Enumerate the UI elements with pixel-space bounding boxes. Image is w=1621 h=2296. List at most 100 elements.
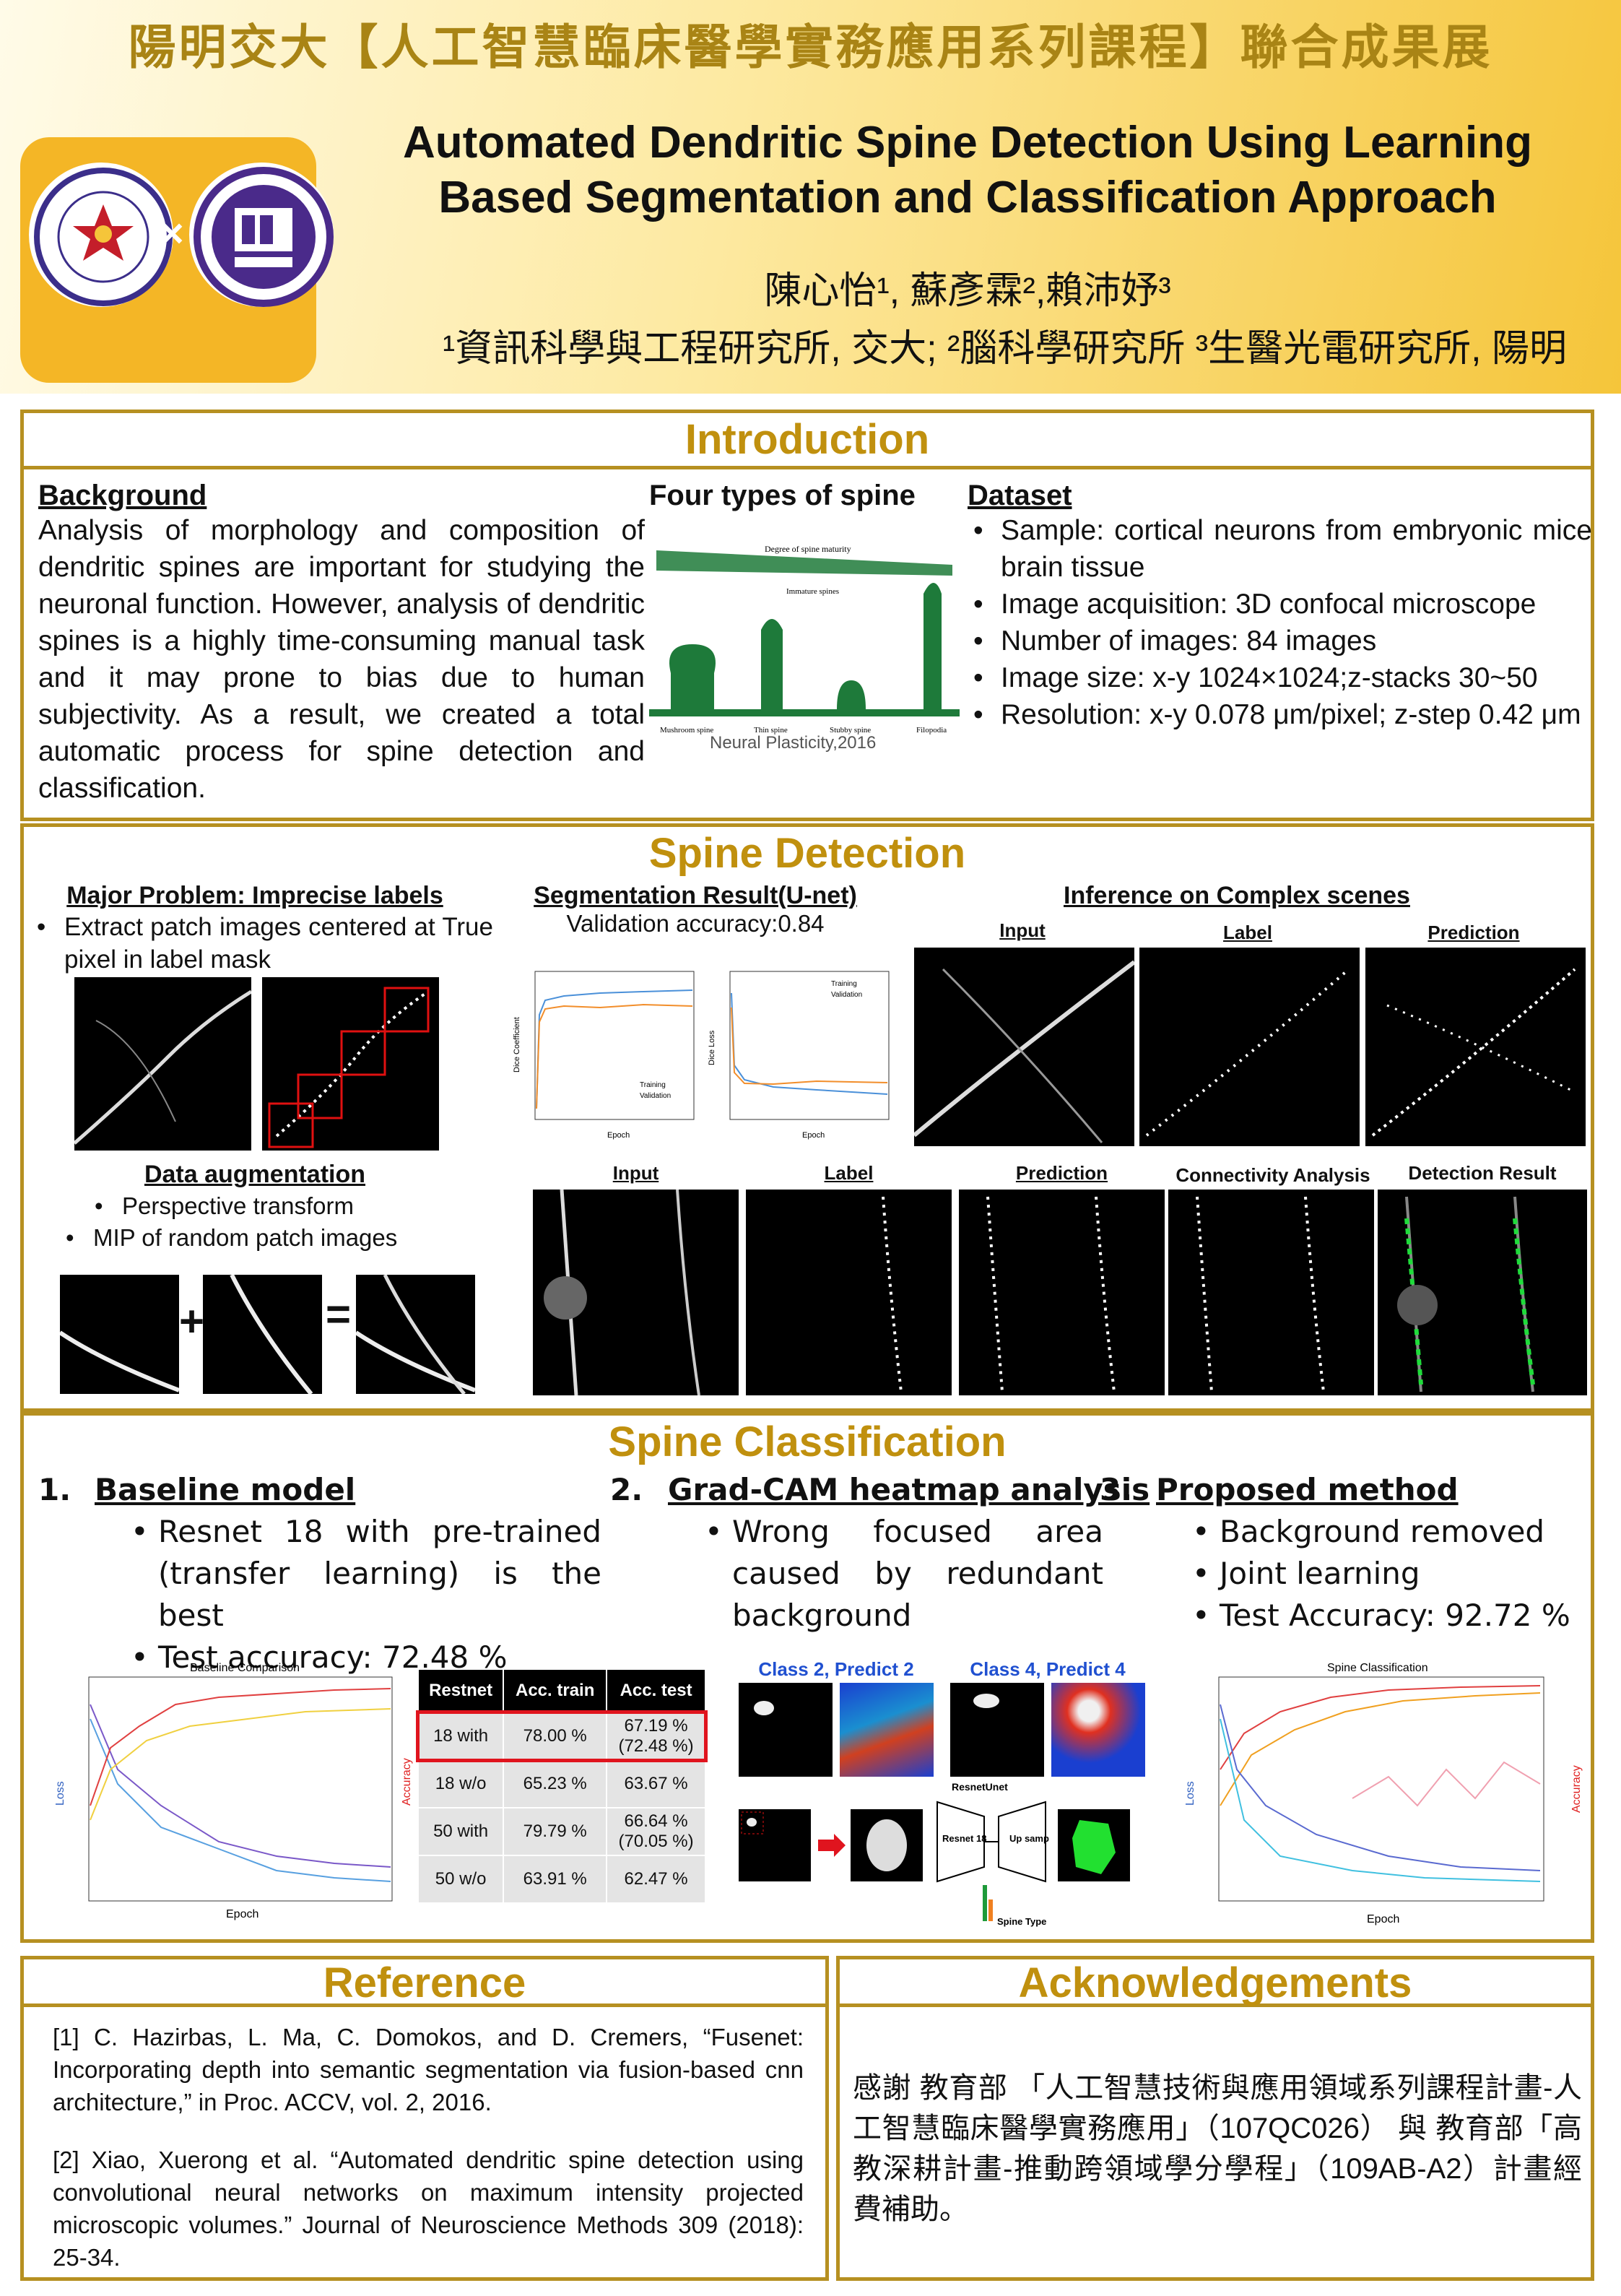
spine-type-label: Mushroom spine <box>660 726 713 735</box>
legend-training: Training <box>831 980 857 988</box>
dataset-item: Resolution: x-y 0.078 μm/pixel; z-step 0… <box>968 696 1592 733</box>
inference-heading: Inference on Complex scenes <box>1064 882 1410 909</box>
reference-2: [2] Xiao, Xuerong et al. “Automated dend… <box>53 2146 804 2271</box>
spine-classification-chart: Spine Classification Loss Accuracy Epoch <box>1172 1661 1591 1932</box>
epoch-label: Epoch <box>1367 1913 1399 1925</box>
pipeline-label-connectivity: Connectivity Analysis <box>1175 1164 1370 1186</box>
dice-loss-chart: Dice Loss Epoch Training Validation <box>708 964 896 1145</box>
pipeline-label-label: Label <box>824 1162 874 1184</box>
inference-prediction-image <box>1365 948 1586 1146</box>
pipeline-detection-image <box>1378 1190 1587 1395</box>
table-header: Restnet <box>417 1668 505 1713</box>
classification-panel: Spine Classification 1. Baseline model R… <box>20 1412 1594 1943</box>
inference-label-input: Input <box>999 919 1046 941</box>
authors: 陳心怡¹, 蘇彥霖²,賴沛妤³ <box>764 270 1171 312</box>
arrow-icon <box>818 1831 847 1863</box>
epoch-label: Epoch <box>226 1908 258 1920</box>
test-acc-alt: (72.48 %) <box>618 1736 694 1756</box>
dice-coef-axis-label: Dice Coefficient <box>513 1017 521 1073</box>
spine-chart-title: Spine Classification <box>1327 1662 1428 1674</box>
table-cell: 78.00 % <box>503 1712 608 1761</box>
major-problem-heading: Major Problem: Imprecise labels <box>66 882 443 909</box>
baseline-comparison-chart: Baseline Comparison Loss Accuracy Epoch <box>45 1661 421 1925</box>
patch-image-label <box>262 977 439 1151</box>
event-title: 陽明交大【人工智慧臨床醫學實務應用系列課程】聯合成果展 <box>128 20 1493 74</box>
table-cell: 50 with <box>417 1807 505 1856</box>
table-cell: 18 with <box>417 1712 505 1761</box>
legend-validation: Validation <box>831 991 862 999</box>
pipeline-connectivity-image <box>1168 1190 1374 1395</box>
table-row: 50 w/o 63.91 % 62.47 % <box>417 1855 706 1904</box>
loss-axis-label: Loss <box>1184 1781 1196 1806</box>
test-acc-alt: (70.05 %) <box>618 1832 694 1851</box>
results-table: Restnet Acc. train Acc. test 18 with 78.… <box>416 1668 708 1904</box>
table-cell: 65.23 % <box>503 1759 608 1808</box>
aug-image-result <box>356 1275 475 1394</box>
fig-immature-label: Immature spines <box>786 587 839 596</box>
accuracy-axis-label: Accuracy <box>1570 1765 1583 1813</box>
spine-type-label: Stubby spine <box>830 726 871 735</box>
gradcam-heading: Grad-CAM heatmap analysis <box>668 1472 1150 1507</box>
inference-label-image <box>1139 948 1360 1146</box>
pipeline-label-prediction: Prediction <box>1015 1162 1108 1184</box>
detection-heading: Spine Detection <box>648 830 966 877</box>
pipeline-input-image <box>533 1190 739 1395</box>
dataset-item: Number of images: 84 images <box>968 623 1592 659</box>
background-heading: Background <box>38 480 207 511</box>
step3-number: 3. <box>1100 1472 1133 1507</box>
dataset-item: Sample: cortical neurons from embryonic … <box>968 512 1592 586</box>
nctu-logo <box>189 163 334 307</box>
pipeline-label-detection: Detection Result <box>1408 1162 1557 1184</box>
classification-heading: Spine Classification <box>608 1418 1007 1465</box>
acknowledgements-heading: Acknowledgements <box>840 1959 1591 2007</box>
spine-type-label: Thin spine <box>754 726 788 735</box>
resnetunet-label: ResnetUnet <box>952 1781 1008 1793</box>
dice-coefficient-chart: Dice Coefficient Epoch Training Validati… <box>513 964 701 1145</box>
segmentation-heading: Segmentation Result(U-net) <box>534 882 857 909</box>
gradcam-item: Wrong focused area caused by redundant b… <box>699 1511 1103 1637</box>
gradcam-label-b: Class 4, Predict 4 <box>970 1658 1126 1680</box>
augmentation-item: Perspective transform <box>89 1190 493 1222</box>
accuracy-axis-label: Accuracy <box>401 1758 413 1806</box>
pipeline-prediction-image <box>959 1190 1165 1395</box>
proposed-item: Background removed <box>1186 1511 1591 1553</box>
table-row: 18 w/o 65.23 % 63.67 % <box>417 1759 706 1808</box>
test-acc: 67.19 % <box>624 1716 688 1736</box>
epoch-label: Epoch <box>802 1131 825 1140</box>
gradcam-input-b <box>950 1683 1044 1777</box>
augmentation-heading: Data augmentation <box>144 1161 366 1188</box>
reference-heading: Reference <box>24 1959 825 2007</box>
table-row: 18 with 78.00 % 67.19 % (72.48 %) <box>416 1710 708 1762</box>
pipeline-label-image <box>746 1190 952 1395</box>
fig-degree-label: Degree of spine maturity <box>765 544 851 554</box>
spine-types-figure: Degree of spine maturity Immature spines… <box>649 536 960 774</box>
epoch-label: Epoch <box>607 1131 630 1140</box>
gradcam-heatmap-b <box>1051 1683 1145 1777</box>
table-cell: 62.47 % <box>606 1855 706 1904</box>
table-header: Acc. train <box>503 1668 608 1713</box>
logo-separator: × <box>160 210 184 256</box>
baseline-heading: Baseline model <box>95 1472 356 1507</box>
table-cell: 18 w/o <box>417 1759 505 1808</box>
paper-title: Automated Dendritic Spine Detection Usin… <box>403 118 1532 222</box>
affiliations: ¹資訊科學與工程研究所, 交大; ²腦科學研究所 ³生醫光電研究所, 陽明 <box>442 328 1567 370</box>
introduction-heading: Introduction <box>24 413 1591 469</box>
table-cell: 79.79 % <box>503 1807 608 1856</box>
acknowledgements-panel: Acknowledgements 感謝 教育部 「人工智慧技術與應用領域系列課程… <box>836 1956 1594 2281</box>
step2-number: 2. <box>610 1472 643 1507</box>
augmentation-item: MIP of random patch images <box>60 1222 493 1254</box>
detection-panel: Spine Detection Major Problem: Imprecise… <box>20 823 1594 1412</box>
segmentation-accuracy: Validation accuracy:0.84 <box>566 910 825 937</box>
poster-header: 陽明交大【人工智慧臨床醫學實務應用系列課程】聯合成果展 × Automated … <box>0 0 1621 394</box>
dice-loss-axis-label: Dice Loss <box>708 1030 716 1065</box>
table-header: Acc. test <box>606 1668 706 1713</box>
segmentation-output-image <box>1058 1809 1130 1881</box>
inference-label-prediction: Prediction <box>1427 922 1520 943</box>
dataset-item: Image acquisition: 3D confocal microscop… <box>968 586 1592 623</box>
table-cell: 63.91 % <box>503 1855 608 1904</box>
baseline-item: Resnet 18 with pre-trained (transfer lea… <box>125 1511 601 1637</box>
aug-image-a <box>60 1275 179 1394</box>
table-cell: 66.64 % (70.05 %) <box>606 1807 706 1856</box>
step1-number: 1. <box>38 1472 71 1507</box>
figure-caption: Neural Plasticity,2016 <box>710 733 877 753</box>
